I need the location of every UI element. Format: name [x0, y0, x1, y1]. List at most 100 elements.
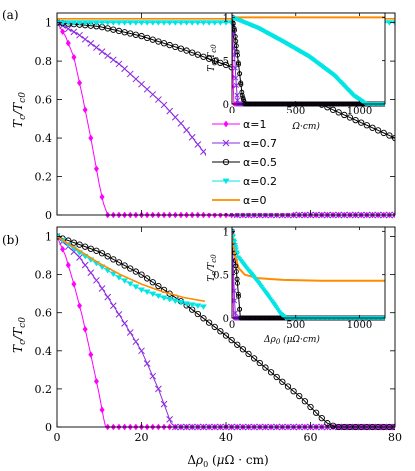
panel-a-marker-2-17: [149, 36, 156, 43]
panel-b-marker-1-5: [81, 261, 89, 269]
panel-b-xtick-label-1: 20: [135, 431, 149, 444]
panel-a-inset-marker-2-2: [232, 27, 237, 33]
panel-b-marker-2-43: [296, 392, 303, 400]
panel-b-inset-marker-3-3: [233, 245, 239, 250]
panel-a-marker-1-9: [104, 52, 112, 60]
panel-b-marker-1-12: [121, 320, 128, 327]
panel-a-inset-marker-2-7: [238, 82, 244, 87]
panel-a-marker-2-24: [189, 49, 196, 56]
panel-b-inset-marker-1-3: [232, 310, 238, 316]
panel-a-marker-2-25: [194, 51, 201, 58]
panel-b-marker-1-16: [143, 360, 151, 367]
legend-marker-0: [223, 120, 229, 128]
panel-a-marker-2-54: [358, 119, 365, 126]
panel-b-marker-2-34: [245, 350, 252, 358]
panel-b-inset-xtick-label-2: 1000: [347, 320, 372, 331]
panel-a-marker-2-58: [380, 129, 387, 137]
legend-label-2: α=0.5: [243, 156, 277, 169]
panel-b-xtick-label-4: 80: [388, 431, 402, 444]
panel-a-marker-2-30: [222, 61, 230, 69]
panel-a-ytick-label-2: 0.4: [35, 132, 53, 145]
panel-a-marker-2-51: [341, 111, 348, 119]
panel-b-marker-0-5: [82, 325, 88, 333]
panel-a-inset-ytick-label-0: 0: [223, 100, 229, 111]
panel-a-marker-3-20: [166, 20, 174, 26]
panel-b-marker-1-18: [155, 385, 162, 393]
panel-b-marker-3-11: [115, 275, 123, 281]
panel-b-inset-plot: 0 0.5 1 0 500 1000: [213, 226, 386, 331]
panel-b-marker-2-5: [82, 243, 89, 250]
panel-b-marker-3-26: [200, 304, 207, 310]
panel-b-marker-1-4: [76, 254, 83, 261]
panel-b-marker-0-8: [99, 406, 105, 414]
panel-a-inset-marker-1-3: [233, 75, 239, 81]
panel-a-marker-3-14: [132, 20, 140, 26]
panel-b-marker-2-32: [234, 341, 241, 348]
panel-b-inset-series-line-4: [232, 231, 385, 282]
panel-a-marker-3-7: [92, 20, 100, 26]
panel-b-marker-1-13: [126, 329, 134, 336]
panel-a-inset-marker-1-1: [232, 32, 236, 38]
panel-b-marker-3-23: [183, 301, 191, 307]
panel-b-ytick-label-1: 0.2: [35, 383, 53, 396]
panel-b-marker-2-7: [93, 247, 100, 254]
panel-b-marker-3-17: [149, 291, 157, 298]
panel-a-marker-2-13: [127, 30, 134, 37]
panel-b-marker-2-4: [76, 241, 83, 248]
legend-label-3: α=0.2: [243, 175, 277, 188]
panel-a-marker-2-14: [132, 31, 140, 38]
panel-a-marker-2-12: [121, 29, 128, 36]
panel-a-marker-3-22: [177, 20, 185, 26]
panel-a-marker-3-23: [183, 20, 191, 26]
panel-a-marker-3-19: [160, 20, 168, 26]
panel-b-inset-marker-2-3: [233, 263, 239, 269]
panel-a-ytick-label-4: 0.8: [35, 55, 53, 68]
panel-b-marker-2-31: [228, 336, 235, 344]
panel-a-marker-1-60: [391, 211, 395, 219]
panel-b-marker-1-20: [166, 416, 174, 423]
panel-b-marker-3-18: [154, 293, 162, 300]
panel-b-marker-2-26: [200, 315, 207, 322]
panel-a-inset-marker-2-5: [235, 60, 241, 66]
panel-b-inset-background: [232, 227, 385, 318]
panel-a-ylabel: Tc/Tc0: [11, 92, 28, 128]
panel-b-ylabel: Tc/Tc0: [11, 317, 28, 353]
panel-a-marker-2-23: [183, 47, 190, 54]
panel-a-marker-1-24: [188, 133, 196, 141]
panel-b-marker-3-24: [188, 302, 196, 308]
panel-b-marker-0-6: [88, 351, 94, 359]
panel-b-marker-3-25: [194, 303, 202, 309]
panel-a-ytick-label-0: 0: [45, 209, 52, 222]
panel-b-marker-1-8: [98, 285, 106, 292]
panel-a-marker-2-19: [160, 40, 168, 47]
panel-a-marker-1-17: [149, 91, 157, 98]
panel-b-marker-2-11: [115, 259, 123, 266]
panel-b-marker-2-27: [205, 319, 213, 326]
panel-b-inset-marker-1-2: [232, 288, 237, 294]
panel-a-marker-3-6: [87, 20, 95, 26]
panel-a-marker-2-52: [346, 114, 354, 121]
panel-a-marker-3-12: [121, 20, 129, 26]
panel-a-marker-3-8: [98, 20, 106, 26]
panel-a-marker-3-29: [216, 20, 224, 26]
panel-b-marker-2-35: [251, 355, 258, 362]
panel-b-marker-2-14: [132, 268, 140, 275]
panel-b-ytick-label-5: 1: [45, 231, 52, 244]
panel-b-marker-2-41: [284, 383, 292, 390]
panel-a-inset-marker-1-4: [234, 92, 240, 98]
panel-b-marker-1-6: [87, 269, 95, 277]
panel-a-marker-2-49: [329, 106, 337, 113]
panel-a-marker-2-11: [115, 27, 123, 35]
panel-b-inset-ylabel: Tc/Tc0: [207, 254, 218, 282]
panel-a-marker-2-21: [172, 43, 179, 51]
panel-b-series-line-4: [57, 235, 206, 303]
panel-b-inset-marker-2-6: [237, 306, 243, 312]
panel-b-marker-2-12: [121, 262, 128, 269]
panel-b-marker-2-38: [267, 369, 275, 376]
legend-marker-1: [222, 139, 230, 147]
panel-a-inset-xtick-label-2: 1000: [347, 106, 372, 117]
panel-a-marker-1-22: [177, 120, 185, 127]
panel-a-marker-0-2: [65, 39, 71, 47]
panel-b-marker-2-46: [312, 409, 320, 416]
panel-b-marker-1-7: [93, 276, 100, 284]
